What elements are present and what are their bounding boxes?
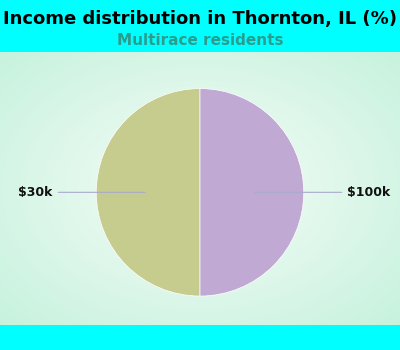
Text: City-Data.com: City-Data.com <box>255 74 345 87</box>
Text: @: @ <box>234 74 246 87</box>
Text: Multirace residents: Multirace residents <box>117 33 283 48</box>
Text: $100k: $100k <box>255 186 390 199</box>
Wedge shape <box>96 89 200 296</box>
Wedge shape <box>200 89 304 296</box>
Text: Income distribution in Thornton, IL (%): Income distribution in Thornton, IL (%) <box>3 10 397 28</box>
Text: $30k: $30k <box>18 186 145 199</box>
